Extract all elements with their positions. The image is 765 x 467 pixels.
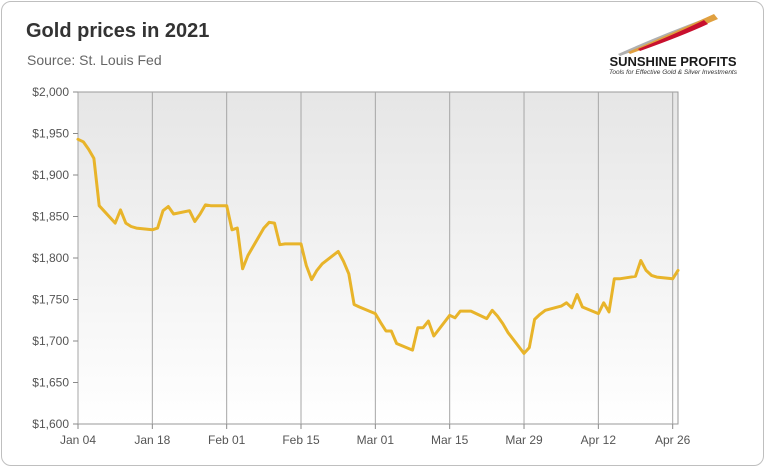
chart-title: Gold prices in 2021: [26, 20, 210, 42]
x-axis: Jan 04 Jan 18 Feb 01 Feb 15 Mar 01 Mar 15 Mar …: [60, 424, 691, 447]
y-tick-label: $1,650: [32, 376, 69, 390]
y-tick-label: $1,800: [32, 251, 69, 265]
series-line-gold-price: [76, 137, 680, 355]
x-tick-label: Jan 04: [60, 433, 96, 447]
x-tick-label: Mar 29: [505, 433, 543, 447]
logo-swoosh-icon: [618, 14, 718, 56]
y-tick-label: $1,900: [32, 168, 69, 182]
y-axis: $1,600 $1,650 $1,700 $1,750 $1,800 $1,850 $1,9…: [32, 85, 78, 431]
y-tick-label: $1,750: [32, 293, 69, 307]
sunshine-profits-logo: SUNSHINE PROFITS Tools for Effective Gol…: [598, 12, 748, 78]
y-tick-label: $1,600: [32, 417, 69, 431]
x-tick-label: Mar 15: [431, 433, 469, 447]
y-tick-label: $2,000: [32, 85, 69, 99]
y-tick-label: $1,700: [32, 334, 69, 348]
x-tick-label: Mar 01: [357, 433, 395, 447]
x-tick-label: Feb 15: [282, 433, 320, 447]
y-tick-label: $1,950: [32, 127, 69, 141]
logo-name: SUNSHINE PROFITS: [609, 54, 737, 69]
chart-subtitle: Source: St. Louis Fed: [27, 52, 162, 68]
logo-tagline: Tools for Effective Gold & Silver Invest…: [608, 69, 737, 76]
x-tick-label: Feb 01: [208, 433, 246, 447]
y-tick-label: $1,850: [32, 210, 69, 224]
x-tick-label: Apr 12: [581, 433, 617, 447]
plot-area: [77, 91, 679, 425]
x-tick-label: Jan 18: [134, 433, 170, 447]
x-tick-label: Apr 26: [655, 433, 691, 447]
